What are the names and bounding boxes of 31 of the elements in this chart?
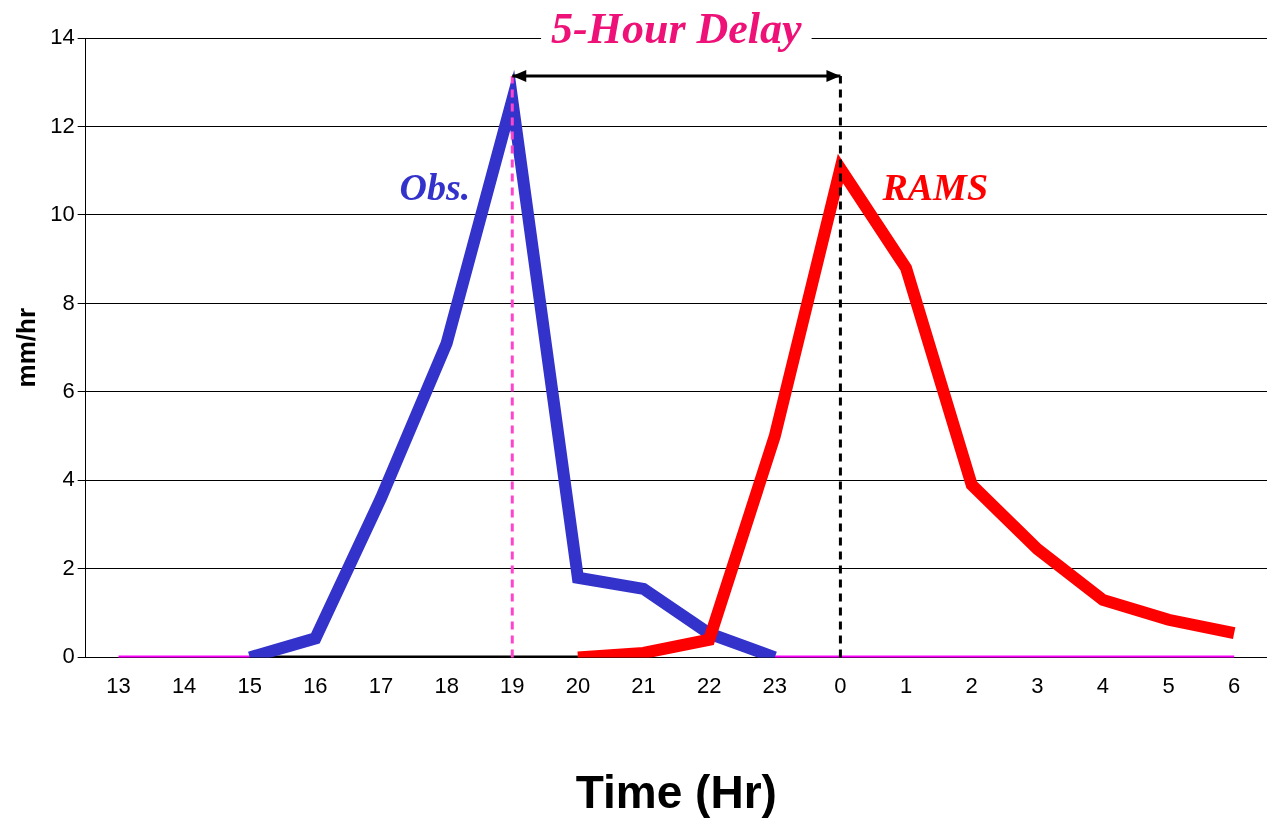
x-tick-label: 1 [899,672,913,698]
x-tick-label: 6 [1228,672,1241,698]
x-tick-label: 20 [565,672,591,698]
y-tick-label: 4 [62,466,75,492]
x-tick-label: 0 [834,672,847,698]
x-tick-label: 18 [434,672,459,698]
x-tick-label: 3 [1031,672,1044,698]
x-tick-label: 17 [368,672,394,698]
y-tick-label: 14 [50,24,75,50]
x-tick-label: 14 [171,672,197,698]
x-tick-label: 21 [631,672,656,698]
x-tick-label: 19 [500,672,525,698]
y-tick-label: 8 [62,289,75,315]
y-tick-label: 2 [62,554,75,580]
y-tick-label: 12 [50,112,75,138]
x-tick-label: 23 [762,672,788,698]
x-axis-title: Time (Hr) [575,766,777,819]
y-tick-label: 0 [62,643,75,669]
series-label: Obs. [399,165,471,208]
series-label: RAMS [881,166,989,209]
y-tick-label: 6 [62,378,75,404]
x-tick-label: 22 [696,672,722,698]
y-tick-label: 10 [50,201,75,227]
x-tick-label: 2 [965,672,978,698]
y-axis-title: mm/hr [10,307,41,388]
x-tick-label: 15 [237,672,262,698]
x-tick-label: 4 [1096,672,1110,698]
x-tick-label: 13 [106,672,131,698]
x-tick-label: 5 [1162,672,1175,698]
x-tick-label: 16 [303,672,328,698]
annotation: 5-Hour Delay [551,4,803,54]
